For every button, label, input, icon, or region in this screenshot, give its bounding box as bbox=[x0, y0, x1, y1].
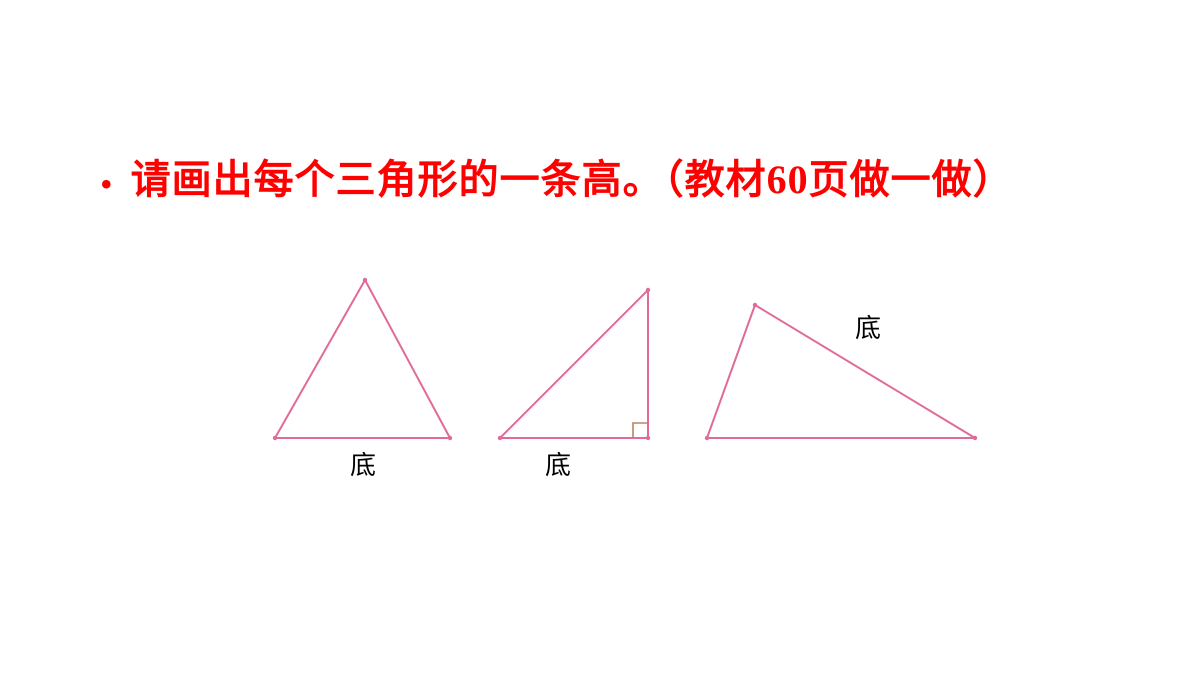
triangles-figure: 底 底 底 bbox=[255, 275, 995, 495]
right-triangle bbox=[500, 290, 648, 438]
vertex-dot bbox=[646, 436, 650, 440]
vertex-dot bbox=[273, 436, 277, 440]
vertex-dot bbox=[498, 436, 502, 440]
instruction-text: 请画出每个三角形的一条高。（教材60页做一做） bbox=[131, 152, 1014, 208]
bullet-row: • 请画出每个三角形的一条高。（教材60页做一做） bbox=[100, 152, 1100, 212]
right-angle-marker-icon bbox=[633, 423, 648, 438]
vertex-dot bbox=[646, 288, 650, 292]
vertex-dot bbox=[363, 278, 367, 282]
base-label-3: 底 bbox=[855, 308, 881, 345]
bullet-icon: • bbox=[100, 156, 113, 212]
vertex-dot bbox=[705, 436, 709, 440]
acute-triangle bbox=[275, 280, 450, 438]
vertex-dot bbox=[973, 436, 977, 440]
vertex-dot bbox=[448, 436, 452, 440]
vertex-dot bbox=[753, 303, 757, 307]
obtuse-triangle bbox=[707, 305, 975, 438]
base-label-1: 底 bbox=[350, 445, 376, 482]
base-label-2: 底 bbox=[545, 445, 571, 482]
slide: • 请画出每个三角形的一条高。（教材60页做一做） 底 底 底 bbox=[0, 0, 1200, 680]
